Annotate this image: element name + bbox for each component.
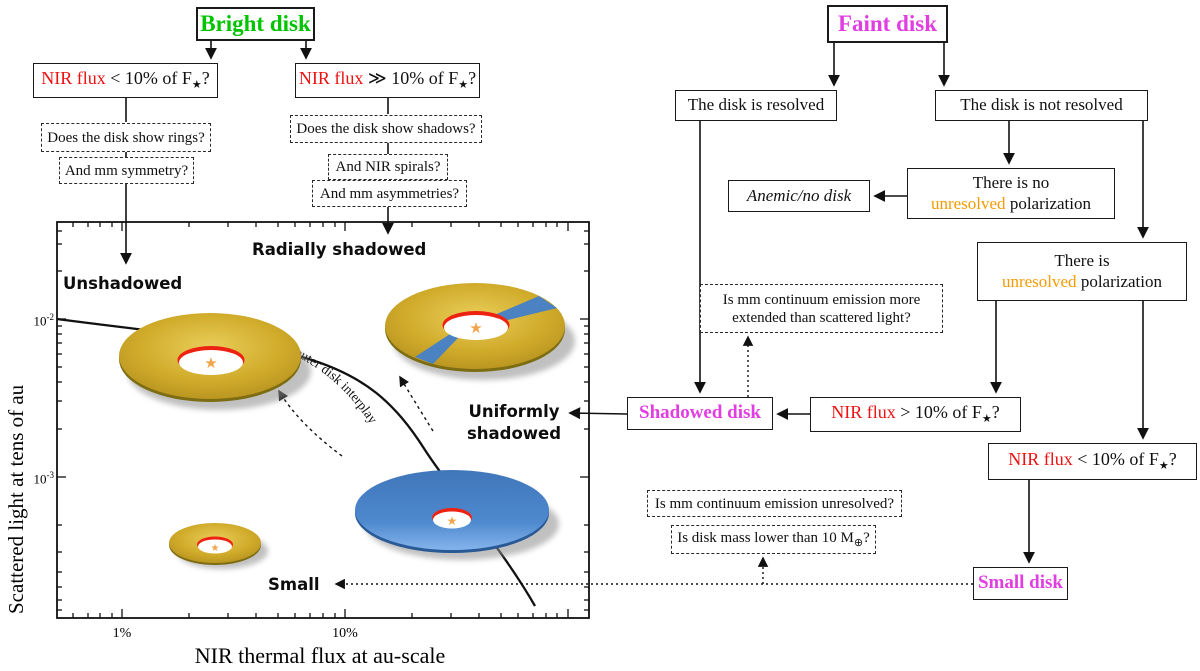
interplay-dashed-arrow-right (399, 375, 434, 432)
small-disk-box: Small disk (973, 567, 1068, 600)
star-icon: ★ (204, 356, 217, 372)
mm-symmetry-question-box: And mm symmetry? (59, 157, 194, 184)
y-tick-1e-3: 10-3 (33, 470, 55, 487)
dotted-connectors (334, 335, 973, 590)
radially-shadowed-region-label: Radially shadowed (252, 240, 427, 259)
nir-flux-text: NIR flux (831, 402, 896, 423)
star-subscript-icon: ★ (191, 79, 202, 92)
bright-disk-box: Bright disk (196, 7, 315, 41)
uniformly-shadowed-region-label: Uniformly shadowed (466, 402, 562, 443)
star-subscript-icon: ★ (981, 413, 992, 426)
nir-flux-text: NIR flux (298, 68, 364, 89)
small-region-label: Small (268, 575, 320, 594)
shadows-question-box: Does the disk show shadows? (290, 115, 482, 143)
radially-shadowed-disk-illustration: ★ (385, 283, 575, 380)
star-icon: ★ (211, 543, 220, 554)
small-disk-illustration: ★ (169, 523, 268, 569)
unresolved-polarization-box: There is unresolved polarization (977, 242, 1187, 301)
star-subscript-icon: ★ (458, 79, 469, 92)
mm-unresolved-question-box: Is mm continuum emission unresolved? (647, 490, 902, 517)
plot-frame (56, 221, 590, 619)
nir-flux-lt10-left-box: NIR flux < 10% of F★? (33, 63, 218, 98)
interplay-dashed-arrow-left (278, 389, 343, 457)
nir-flux-gg10-box: NIR flux ≫ 10% of F★? (295, 63, 480, 98)
flowchart-connectors (120, 41, 1149, 564)
x-tick-1pct: 1% (112, 626, 132, 641)
star-subscript-icon: ★ (1158, 460, 1169, 473)
y-tick-1e-2: 10-2 (33, 312, 55, 329)
anemic-no-disk-box: Anemic/no disk (728, 180, 870, 212)
unshadowed-region-label: Unshadowed (63, 274, 183, 293)
axis-ticks (57, 222, 589, 618)
unresolved-text: unresolved (1001, 271, 1077, 291)
disk-resolved-box: The disk is resolved (675, 90, 837, 121)
unresolved-text: unresolved (930, 193, 1006, 213)
disk-not-resolved-box: The disk is not resolved (935, 90, 1148, 121)
faint-disk-box: Faint disk (827, 5, 948, 43)
no-unresolved-polarization-box: There is no unresolved polarization (907, 168, 1115, 219)
nir-flux-text: NIR flux (1008, 449, 1073, 470)
rings-question-box: Does the disk show rings? (41, 123, 211, 152)
mm-extended-question-box: Is mm continuum emission more extended th… (700, 284, 943, 333)
nir-spirals-question-box: And NIR spirals? (328, 154, 448, 180)
nir-flux-gt10-box: NIR flux > 10% of F★? (810, 397, 1021, 432)
star-icon: ★ (469, 321, 482, 337)
shadow-lane-icon (492, 296, 557, 321)
nir-flux-lt10-right-box: NIR flux < 10% of F★? (988, 443, 1197, 480)
nir-flux-text: NIR flux (41, 68, 106, 89)
shadow-lane-icon (415, 334, 458, 364)
x-axis-title: NIR thermal flux at au-scale (194, 643, 446, 668)
shadowed-disk-box: Shadowed disk (627, 397, 773, 430)
x-tick-10pct: 10% (332, 626, 358, 641)
mm-asymmetries-question-box: And mm asymmetries? (312, 180, 467, 207)
disk-mass-question-box: Is disk mass lower than 10 M⊕? (671, 525, 876, 554)
star-icon: ★ (447, 514, 458, 528)
uniformly-shadowed-disk-illustration: ★ (355, 470, 559, 560)
unshadowed-disk-illustration: ★ (119, 313, 311, 410)
earth-subscript-icon: ⊕ (853, 536, 864, 549)
y-axis-title: Scattered light at tens of au (4, 384, 28, 614)
